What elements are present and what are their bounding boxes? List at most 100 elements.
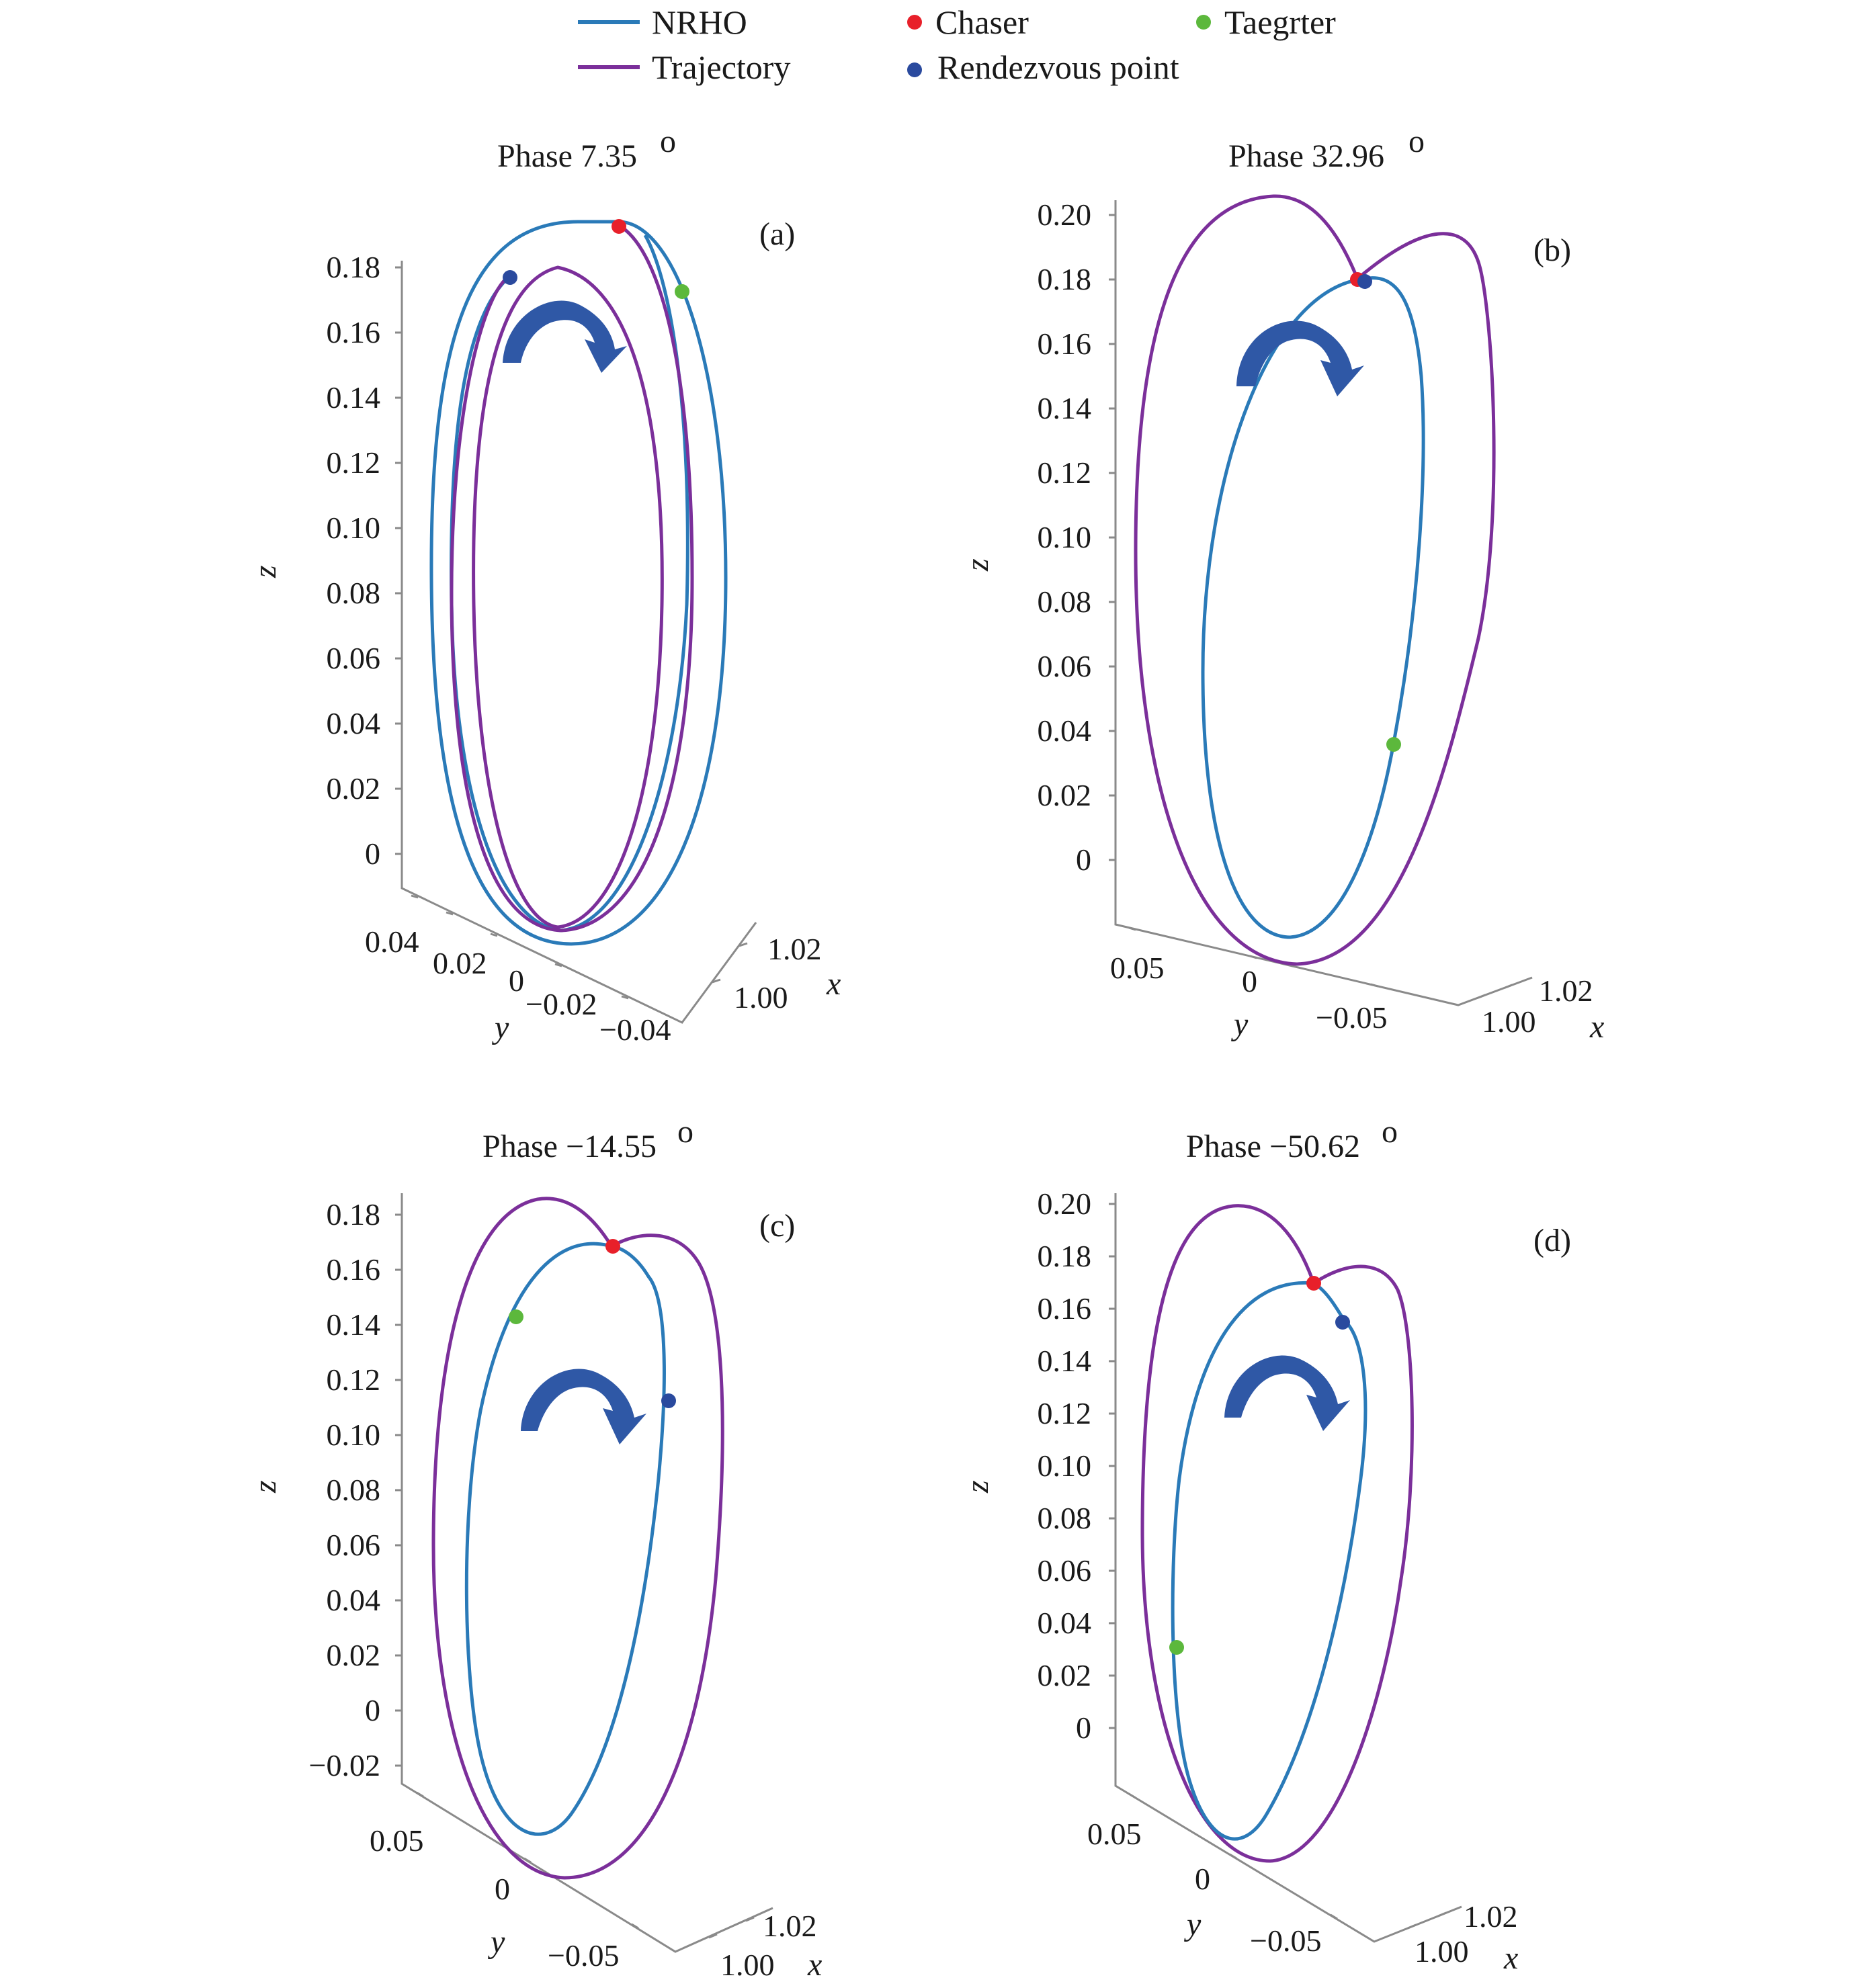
- panel-b-x-tick: 1.02: [1539, 974, 1593, 1008]
- panel-d-target-marker: [1169, 1640, 1184, 1655]
- panel-c-rendezvous-marker: [661, 1393, 676, 1408]
- panel-a-y-tick: −0.04: [599, 1012, 671, 1047]
- panel-d-z-axis: [1114, 1193, 1462, 1943]
- legend-chaser-marker: [907, 15, 922, 30]
- panel-b-z-tick: 0.08: [1038, 585, 1092, 619]
- panel-b-y-tick: −0.05: [1316, 1000, 1387, 1035]
- panel-a-z-tick: 0.08: [327, 576, 381, 610]
- panel-d-title: Phase −50.62: [1186, 1129, 1360, 1164]
- panel-c-target-marker: [509, 1309, 523, 1324]
- panel-b-degree: o: [1408, 124, 1425, 159]
- panel-c-z-tick: 0.12: [327, 1363, 381, 1397]
- panel-a-y-ticks: 0.04 0.02 0 −0.02 −0.04: [365, 924, 671, 1047]
- panel-a-trajectory-curve: [450, 223, 694, 933]
- panel-a-x-ticks: 1.02 1.00: [734, 932, 822, 1014]
- legend-item-nrho: NRHO: [578, 3, 747, 41]
- panel-a-z-tick: 0.16: [327, 315, 381, 349]
- panel-a-y-tick: 0.02: [433, 946, 487, 980]
- panel-b-trajectory-curve: [1134, 194, 1496, 966]
- panel-c-z-tick: 0.16: [327, 1252, 381, 1287]
- panel-a-x-label: x: [826, 966, 841, 1002]
- panel-b: Phase 32.96 o (b) 0.20 0.18 0.16 0.14 0.…: [960, 124, 1604, 1045]
- panel-d-degree: o: [1382, 1114, 1398, 1150]
- panel-b-z-tick: 0.02: [1038, 778, 1092, 812]
- panel-c-x-tick: 1.02: [763, 1909, 817, 1943]
- panel-b-y-label: y: [1230, 1006, 1249, 1042]
- panel-c-nrho-curve: [464, 1242, 666, 1836]
- panel-d-z-tick: 0.18: [1038, 1239, 1092, 1273]
- panel-a-z-tick: 0.14: [327, 380, 381, 415]
- panel-c-z-tick: 0.18: [327, 1197, 381, 1231]
- panel-b-target-marker: [1386, 737, 1401, 752]
- panel-b-z-tickmarks: [1109, 214, 1116, 861]
- panel-d-direction-arrow: [1224, 1355, 1350, 1431]
- panel-d-rendezvous-marker: [1335, 1315, 1350, 1330]
- legend-chaser-label: Chaser: [935, 3, 1029, 41]
- legend-target-marker: [1196, 15, 1211, 30]
- panel-c-y-axis-ticks: [416, 1791, 639, 1930]
- panel-c: Phase −14.55 o (c) 0.18 0.16 0.14 0.12 0…: [247, 1114, 822, 1983]
- panel-d-nrho-curve: [1171, 1281, 1367, 1841]
- panel-a-trajectory-inner: [472, 265, 664, 929]
- panel-c-z-tick: −0.02: [309, 1748, 380, 1782]
- panel-b-direction-arrow: [1236, 320, 1364, 396]
- panel-c-z-tick: 0.04: [327, 1583, 381, 1617]
- panel-a-y-tick: 0.04: [365, 924, 419, 959]
- panel-a-axes: [401, 261, 757, 1024]
- panel-b-x-tick: 1.00: [1482, 1004, 1536, 1039]
- panel-b-rendezvous-marker: [1357, 274, 1372, 289]
- panel-c-title: Phase −14.55: [482, 1129, 657, 1164]
- panel-c-z-tickmarks: [395, 1213, 402, 1767]
- panel-d-trajectory-curve: [1140, 1204, 1414, 1863]
- panel-d-z-tick: 0.06: [1038, 1553, 1092, 1588]
- panel-d-chaser-marker: [1306, 1276, 1321, 1291]
- panel-b-markers: [1350, 272, 1401, 752]
- legend-target-label: Taegrter: [1224, 3, 1336, 41]
- panel-c-x-axis-ticks: [708, 1916, 755, 1939]
- panel-c-y-ticks: 0.05 0 −0.05: [370, 1823, 619, 1973]
- panel-c-direction-arrow: [521, 1369, 646, 1444]
- panel-a-y-tick: 0: [509, 963, 524, 998]
- panel-a: Phase 7.35 o (a) 0.18 0.16 0.14 0.12 0.1…: [247, 124, 841, 1047]
- panel-b-curves: [1134, 194, 1496, 966]
- panel-d-z-label: z: [960, 1480, 995, 1494]
- panel-c-z-tick: 0.06: [327, 1528, 381, 1562]
- panel-b-y-tick: 0: [1242, 964, 1257, 998]
- panel-b-x-ticks: 1.02 1.00: [1482, 974, 1593, 1039]
- panel-a-markers: [503, 219, 689, 299]
- panel-b-z-axis: [1114, 200, 1533, 1006]
- panel-b-y-tick: 0.05: [1110, 951, 1165, 985]
- panel-d-x-label: x: [1503, 1940, 1518, 1976]
- panel-d-x-tick: 1.02: [1464, 1899, 1518, 1934]
- legend-item-chaser: Chaser: [907, 3, 1029, 41]
- panel-d-curves: [1140, 1204, 1414, 1863]
- panel-c-z-tick: 0.10: [327, 1418, 381, 1452]
- panel-a-z-tick: 0.06: [327, 641, 381, 675]
- panel-c-label: (c): [759, 1208, 795, 1244]
- panel-d-z-tick: 0.04: [1038, 1606, 1092, 1640]
- panel-a-x-tick: 1.02: [767, 932, 822, 966]
- panel-c-z-tick: 0.14: [327, 1307, 381, 1342]
- panel-a-rendezvous-marker: [503, 270, 517, 285]
- panel-d-x-tick: 1.00: [1415, 1934, 1469, 1969]
- panel-a-label: (a): [759, 216, 795, 252]
- panel-d-y-tick: 0: [1195, 1862, 1210, 1896]
- panel-a-curves: [429, 220, 728, 946]
- panel-c-degree: o: [677, 1114, 693, 1150]
- panel-d-z-tick: 0.14: [1038, 1344, 1092, 1378]
- panel-b-title: Phase 32.96: [1228, 138, 1384, 174]
- panel-d-z-tick: 0.02: [1038, 1658, 1092, 1692]
- panel-a-target-marker: [675, 284, 689, 299]
- panel-a-z-tick: 0.12: [327, 445, 381, 480]
- panel-c-axes: [401, 1193, 773, 1953]
- panel-d-z-tick: 0.10: [1038, 1449, 1092, 1483]
- panel-b-z-tick: 0.14: [1038, 391, 1092, 425]
- panel-a-z-tick: 0.10: [327, 511, 381, 545]
- panel-b-z-label: z: [960, 558, 995, 572]
- legend-item-rendezvous: Rendezvous point: [907, 48, 1179, 86]
- panel-c-z-tick: 0.02: [327, 1638, 381, 1672]
- panel-a-nrho-inner: [450, 234, 689, 933]
- legend-trajectory-label: Trajectory: [652, 48, 790, 86]
- panel-a-direction-arrow: [503, 300, 627, 373]
